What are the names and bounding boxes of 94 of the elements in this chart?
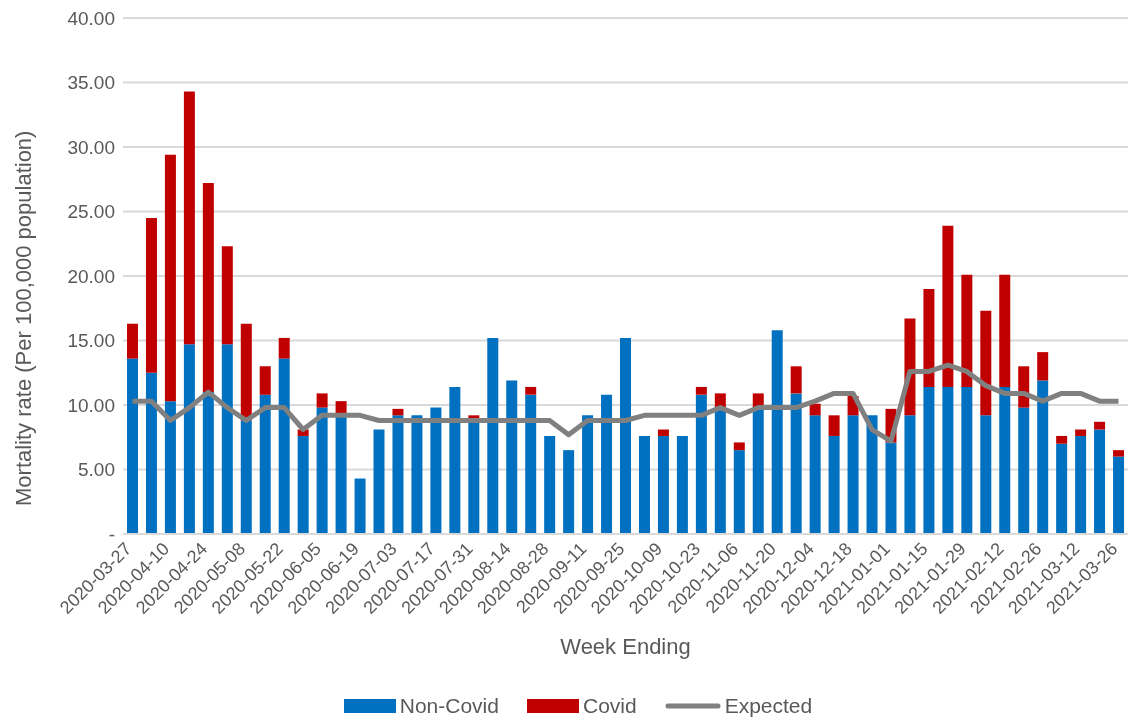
bar xyxy=(164,154,176,402)
bar xyxy=(525,394,537,534)
bar xyxy=(828,415,840,436)
bar xyxy=(923,288,935,387)
bar xyxy=(563,450,575,534)
bar xyxy=(847,415,859,534)
bar xyxy=(1094,429,1106,534)
y-tick-label: 20.00 xyxy=(67,265,115,287)
bar xyxy=(961,274,973,387)
bar xyxy=(980,310,992,416)
bar xyxy=(904,415,916,534)
bar xyxy=(278,337,290,359)
bar xyxy=(240,420,252,534)
bar xyxy=(544,435,556,534)
bar xyxy=(1075,429,1087,436)
bar xyxy=(1113,450,1125,457)
bar xyxy=(733,450,745,534)
y-tick-label: 10.00 xyxy=(67,394,115,416)
bar xyxy=(657,435,669,534)
bar xyxy=(164,401,176,534)
bar xyxy=(620,337,632,534)
bar xyxy=(582,415,594,534)
bar xyxy=(790,366,802,394)
bar xyxy=(202,392,214,534)
y-tick-label: 15.00 xyxy=(67,330,115,352)
bar xyxy=(923,386,935,534)
bar xyxy=(1113,456,1125,534)
bar xyxy=(373,429,385,534)
legend-label: Non-Covid xyxy=(398,694,499,718)
bar xyxy=(1056,443,1068,534)
bar xyxy=(145,372,157,534)
bar xyxy=(1037,352,1049,381)
bar xyxy=(695,386,707,395)
bar xyxy=(809,403,821,416)
bar xyxy=(316,393,328,408)
bar xyxy=(506,380,518,534)
bar xyxy=(752,407,764,534)
bar xyxy=(866,415,878,534)
bar xyxy=(183,91,195,345)
y-tick-label: - xyxy=(108,523,115,545)
bar xyxy=(980,415,992,534)
bar xyxy=(999,274,1011,387)
bar xyxy=(790,393,802,534)
bar xyxy=(601,394,613,534)
bar xyxy=(221,246,233,345)
legend-label: Covid xyxy=(581,694,637,718)
bar xyxy=(183,344,195,534)
x-axis-title: Week Ending xyxy=(560,634,691,659)
y-axis-title: Mortality rate (Per 100,000 population) xyxy=(10,130,36,506)
bar xyxy=(714,407,726,534)
bar xyxy=(1094,421,1106,430)
bar xyxy=(127,358,138,534)
bar xyxy=(1056,435,1068,444)
bar xyxy=(885,442,897,534)
bar xyxy=(1037,380,1049,534)
bar xyxy=(487,337,499,534)
bar xyxy=(676,435,688,534)
bar xyxy=(354,478,366,534)
y-tick-label: 30.00 xyxy=(67,136,115,158)
bar xyxy=(316,407,328,534)
bar xyxy=(525,386,537,395)
bar xyxy=(449,386,461,534)
bar xyxy=(999,386,1011,534)
bar xyxy=(127,323,138,359)
bar xyxy=(809,415,821,534)
bar xyxy=(468,420,480,534)
bar xyxy=(221,344,233,534)
y-tick-label: 35.00 xyxy=(67,72,115,94)
bar xyxy=(259,366,271,395)
y-tick-label: 25.00 xyxy=(67,201,115,223)
bar xyxy=(942,225,954,387)
bar xyxy=(828,435,840,534)
y-tick-label: 5.00 xyxy=(78,459,115,481)
bar xyxy=(392,408,404,416)
bar xyxy=(202,183,214,393)
bar xyxy=(335,415,347,534)
bar xyxy=(961,386,973,534)
bar xyxy=(1075,435,1087,534)
legend-label: Expected xyxy=(723,694,813,718)
y-tick-label: 40.00 xyxy=(67,7,115,29)
bar xyxy=(145,217,157,373)
bar xyxy=(638,435,650,534)
bar xyxy=(259,394,271,534)
bar xyxy=(297,435,309,534)
bar xyxy=(942,386,954,534)
bar xyxy=(657,429,669,436)
bar xyxy=(771,330,783,534)
bar xyxy=(695,394,707,534)
bar xyxy=(411,415,423,534)
bar xyxy=(430,407,442,534)
bar xyxy=(278,358,290,534)
bar xyxy=(392,415,404,534)
bar xyxy=(1018,407,1030,534)
bar xyxy=(733,442,745,451)
